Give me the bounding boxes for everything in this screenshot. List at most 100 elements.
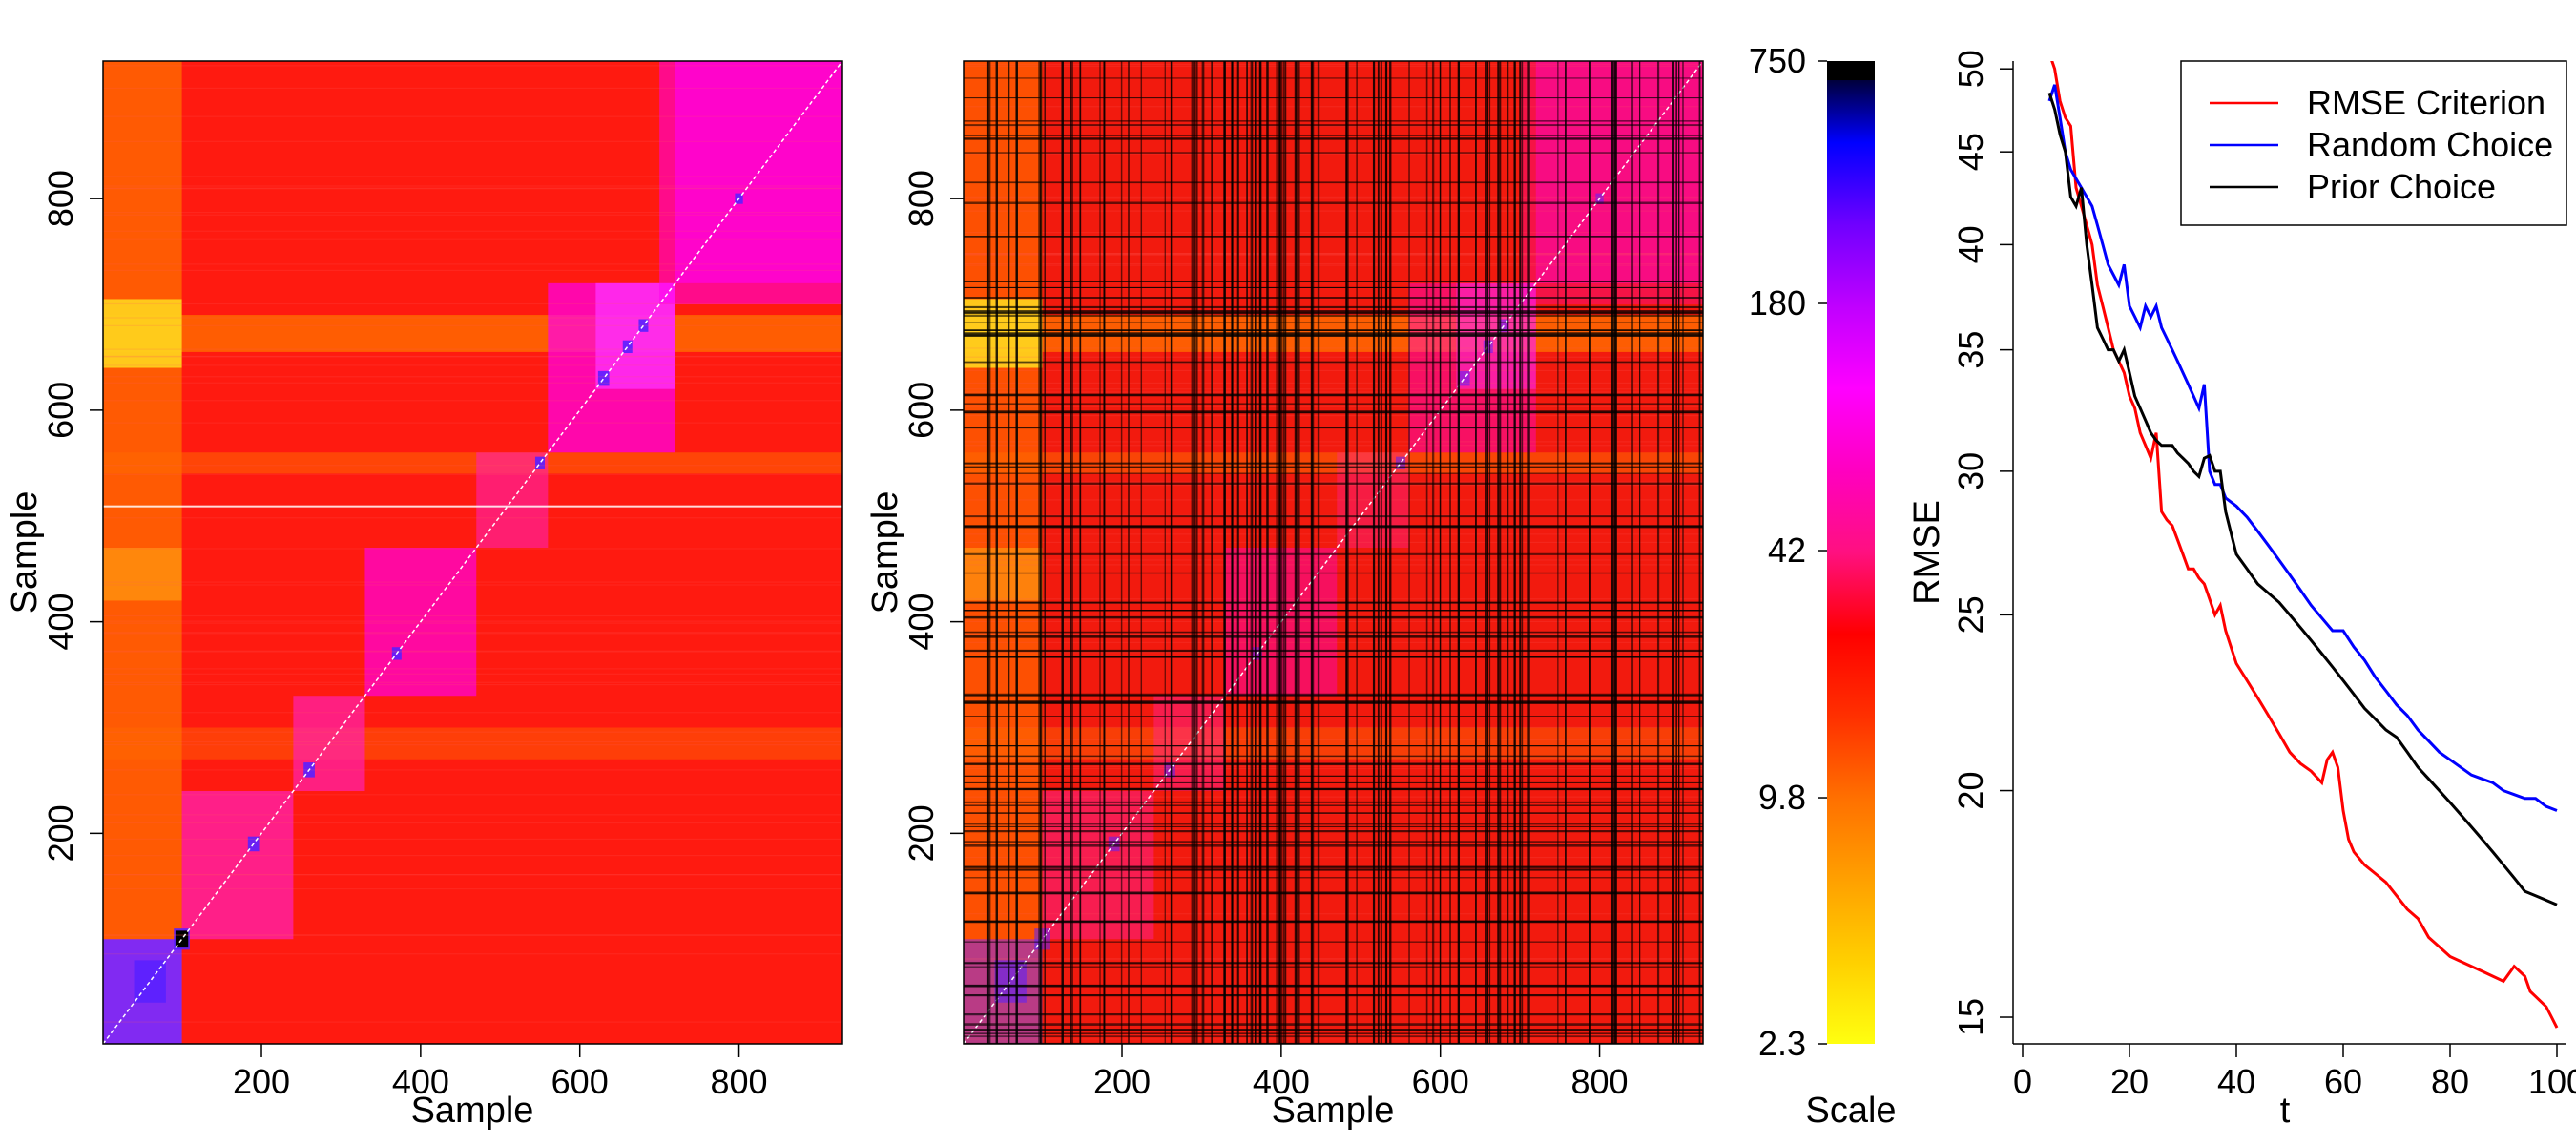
colorbar	[1827, 61, 1875, 1044]
heatmap-streak	[103, 317, 842, 319]
colorbar-top-block	[1827, 61, 1875, 80]
heatmap-white-row	[103, 505, 842, 508]
colorbar-ticks: 2.3 9.8 42 180 750	[1749, 41, 1827, 1063]
x-tick-label: 0	[2013, 1062, 2032, 1101]
heatmap-streak	[103, 769, 842, 771]
heatmap-streak	[964, 210, 1703, 212]
right-x-axis-label: t	[2280, 1091, 2291, 1131]
heatmap-band	[964, 548, 1043, 601]
middle-selected-lines	[964, 61, 1703, 1044]
left-plot-frame	[102, 60, 843, 1045]
heatmap-band	[103, 452, 842, 474]
heatmap-streak	[964, 391, 1703, 393]
heatmap-streak	[964, 253, 1703, 255]
x-tick-label: 80	[2431, 1062, 2469, 1101]
heatmap-streak	[103, 355, 842, 357]
heatmap-streak	[103, 422, 842, 424]
y-tick-label: 800	[41, 170, 80, 227]
heatmap-streak	[103, 673, 842, 675]
heatmap-streak	[964, 1038, 1703, 1040]
heatmap-streak	[103, 214, 842, 216]
heatmap-streak	[103, 620, 842, 622]
heatmap-streak	[964, 533, 1703, 535]
heatmap-streak	[103, 584, 842, 586]
heatmap-streak	[964, 356, 1703, 358]
heatmap-streak	[103, 681, 842, 683]
heatmap-streak	[964, 262, 1703, 265]
heatmap-streak	[103, 269, 842, 271]
x-tick-label: 200	[1093, 1062, 1151, 1101]
heatmap-streak	[103, 934, 842, 936]
heatmap-streak	[103, 87, 842, 90]
heatmap-streak	[964, 347, 1703, 349]
x-tick-label: 600	[1412, 1062, 1469, 1101]
y-tick-label: 25	[1951, 595, 1990, 634]
heatmap-streak	[103, 581, 842, 583]
heatmap-streak	[964, 564, 1703, 566]
heatmap-streak	[103, 633, 842, 635]
y-tick-label: 35	[1951, 331, 1990, 369]
heatmap-streak	[103, 230, 842, 232]
heatmap-streak	[103, 731, 842, 733]
heatmap-streak	[964, 796, 1703, 798]
heatmap-streak	[964, 231, 1703, 234]
heatmap-streak	[103, 651, 842, 653]
heatmap-streak	[103, 376, 842, 378]
x-tick-label: 20	[2110, 1062, 2149, 1101]
heatmap-streak	[964, 382, 1703, 385]
heatmap-streak	[964, 598, 1703, 600]
series-line-prior-choice	[2047, 92, 2558, 906]
heatmap-streak	[103, 348, 842, 350]
heatmap-streak	[964, 641, 1703, 643]
legend-label-prior-choice: Prior Choice	[2307, 167, 2496, 206]
x-tick-label: 40	[2217, 1062, 2255, 1101]
middle-x-axis-label: Sample	[1272, 1091, 1395, 1131]
middle-y-axis-label: Sample	[865, 491, 905, 614]
heatmap-streak	[964, 757, 1703, 759]
colorbar-tick-label: 2.3	[1758, 1024, 1806, 1063]
right-series	[2047, 61, 2559, 1029]
heatmap-streak	[103, 668, 842, 670]
y-tick-label: 45	[1951, 133, 1990, 171]
heatmap-streak	[103, 187, 842, 189]
heatmap-streak	[103, 632, 842, 634]
heatmap-streak	[964, 1034, 1703, 1036]
heatmap-streak	[964, 388, 1703, 390]
heatmap-streak	[964, 125, 1703, 127]
heatmap-streak	[964, 253, 1703, 255]
legend-box	[2180, 60, 2567, 226]
heatmap-streak	[103, 185, 842, 187]
heatmap-band	[103, 548, 182, 601]
heatmap-streak	[964, 441, 1703, 443]
heatmap-streak	[103, 176, 842, 177]
heatmap-streak	[103, 115, 842, 117]
heatmap-streak	[964, 253, 1703, 255]
heatmap-streak	[964, 153, 1703, 155]
x-tick-label: 600	[551, 1062, 609, 1101]
left-y-ticks: 200 400 600 800	[41, 170, 103, 862]
heatmap-streak	[103, 712, 842, 714]
heatmap-streak	[103, 650, 842, 652]
heatmap-streak	[964, 620, 1703, 623]
heatmap-band	[103, 727, 842, 760]
heatmap-streak	[103, 364, 842, 366]
heatmap-streak	[103, 614, 842, 617]
heatmap-streak	[103, 212, 842, 214]
heatmap-streak	[964, 445, 1703, 447]
left-x-axis-label: Sample	[411, 1091, 534, 1131]
heatmap-streak	[964, 856, 1703, 859]
heatmap-streak	[964, 481, 1703, 483]
heatmap-streak	[103, 838, 842, 840]
heatmap-streak	[103, 548, 842, 550]
heatmap-streak	[103, 684, 842, 686]
heatmap-streak	[964, 196, 1703, 198]
colorbar-tick-label: 42	[1768, 531, 1806, 570]
heatmap-diagonal-block	[622, 340, 633, 354]
heatmap-streak	[103, 855, 842, 857]
heatmap-streak	[964, 913, 1703, 915]
heatmap-band	[103, 315, 842, 352]
x-tick-label: 400	[392, 1062, 449, 1101]
heatmap-streak	[964, 63, 1703, 65]
heatmap-streak	[103, 188, 842, 190]
y-tick-label: 15	[1951, 998, 1990, 1036]
